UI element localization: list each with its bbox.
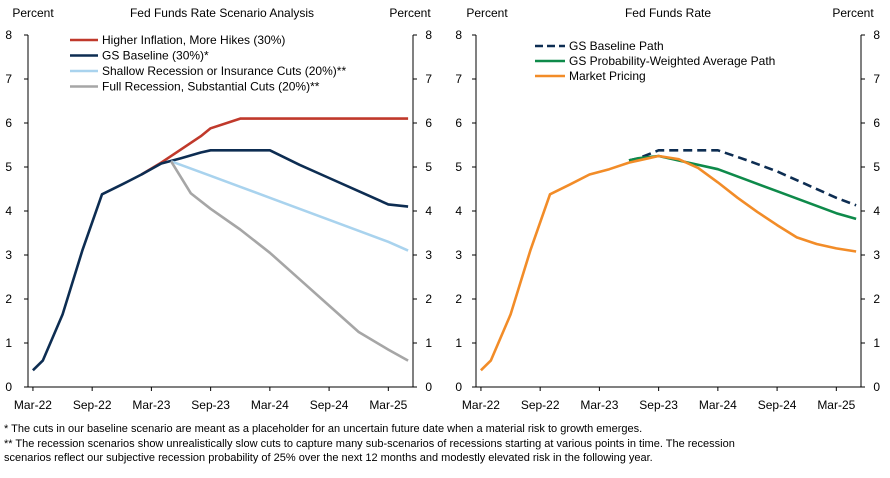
- y-tick-label-left: 4: [5, 204, 12, 218]
- chart-title: Fed Funds Rate: [625, 6, 711, 20]
- y-tick-label-right: 0: [873, 380, 880, 394]
- y-tick-label-left: 0: [5, 380, 12, 394]
- legend-label: GS Baseline Path: [569, 39, 664, 53]
- y-tick-label-right: 4: [873, 204, 880, 218]
- y-tick-label-left: 2: [5, 292, 12, 306]
- y-tick-label-right: 3: [873, 248, 880, 262]
- y-tick-label-left: 7: [455, 72, 462, 86]
- footnotes: * The cuts in our baseline scenario are …: [4, 422, 886, 466]
- y-axis-label-left: Percent: [466, 6, 508, 20]
- series-line: [140, 117, 409, 176]
- y-tick-label-right: 0: [425, 380, 432, 394]
- right-chart-panel: Fed Funds Rate Percent Percent 0 0 1 1 2 2 3 3 4 4 5 5…: [455, 6, 880, 412]
- legend-label: GS Baseline (30%)*: [102, 49, 209, 63]
- y-tick-label-left: 3: [5, 248, 12, 262]
- y-tick-label-right: 6: [873, 116, 880, 130]
- y-axis-label-right: Percent: [832, 6, 874, 20]
- x-tick-label: Mar-22: [14, 398, 52, 412]
- y-tick-label-left: 5: [5, 160, 12, 174]
- y-tick-label-right: 5: [873, 160, 880, 174]
- y-tick-label-left: 1: [5, 336, 12, 350]
- y-tick-label-right: 3: [425, 248, 432, 262]
- x-tick-label: Mar-23: [580, 398, 618, 412]
- figure: Fed Funds Rate Scenario Analysis Percent P…: [5, 6, 880, 412]
- y-tick-label-right: 6: [425, 116, 432, 130]
- y-axis-label-left: Percent: [12, 6, 54, 20]
- footnote-recession: ** The recession scenarios show unrealis…: [4, 437, 735, 450]
- series-line: [628, 149, 857, 207]
- y-tick-label-right: 8: [425, 28, 432, 42]
- legend-label: Market Pricing: [569, 69, 646, 83]
- y-tick-label-left: 3: [455, 248, 462, 262]
- y-tick-label-right: 2: [425, 292, 432, 306]
- chart-title: Fed Funds Rate Scenario Analysis: [130, 6, 314, 20]
- left-chart-panel: Fed Funds Rate Scenario Analysis Percent P…: [5, 6, 432, 412]
- footnote-recession-cont: scenarios reflect our subjective recessi…: [4, 452, 653, 464]
- y-tick-label-right: 4: [425, 204, 432, 218]
- x-tick-label: Mar-25: [369, 398, 407, 412]
- y-tick-label-left: 1: [455, 336, 462, 350]
- y-tick-label-right: 1: [425, 336, 432, 350]
- x-tick-label: Mar-25: [817, 398, 855, 412]
- x-tick-label: Sep-23: [191, 398, 230, 412]
- series-line: [628, 154, 857, 221]
- x-tick-label: Sep-22: [521, 398, 560, 412]
- y-tick-label-left: 4: [455, 204, 462, 218]
- x-tick-label: Mar-24: [251, 398, 289, 412]
- y-tick-label-left: 0: [455, 380, 462, 394]
- series-line: [170, 160, 409, 252]
- y-tick-label-right: 1: [873, 336, 880, 350]
- series-line: [479, 154, 857, 372]
- legend-label: Higher Inflation, More Hikes (30%): [102, 33, 285, 47]
- y-tick-label-right: 8: [873, 28, 880, 42]
- series-line: [169, 160, 409, 362]
- y-tick-label-left: 6: [5, 116, 12, 130]
- x-tick-label: Mar-24: [699, 398, 737, 412]
- y-tick-label-right: 7: [425, 72, 432, 86]
- x-tick-label: Mar-23: [132, 398, 170, 412]
- y-tick-label-left: 8: [455, 28, 462, 42]
- y-tick-label-left: 6: [455, 116, 462, 130]
- y-tick-label-right: 7: [873, 72, 880, 86]
- series-line: [31, 149, 409, 372]
- footnote-baseline: * The cuts in our baseline scenario are …: [4, 423, 643, 435]
- x-tick-label: Sep-24: [758, 398, 797, 412]
- x-tick-label: Sep-24: [310, 398, 349, 412]
- legend-label: GS Probability-Weighted Average Path: [569, 54, 775, 68]
- legend-label: Full Recession, Substantial Cuts (20%)**: [102, 80, 320, 94]
- y-tick-label-left: 7: [5, 72, 12, 86]
- legend-label: Shallow Recession or Insurance Cuts (20%…: [102, 64, 346, 78]
- x-tick-label: Sep-22: [73, 398, 112, 412]
- x-tick-label: Sep-23: [639, 398, 678, 412]
- x-tick-label: Mar-22: [462, 398, 500, 412]
- y-tick-label-right: 5: [425, 160, 432, 174]
- y-tick-label-right: 2: [873, 292, 880, 306]
- y-tick-label-left: 2: [455, 292, 462, 306]
- y-axis-label-right: Percent: [389, 6, 431, 20]
- y-tick-label-left: 5: [455, 160, 462, 174]
- y-tick-label-left: 8: [5, 28, 12, 42]
